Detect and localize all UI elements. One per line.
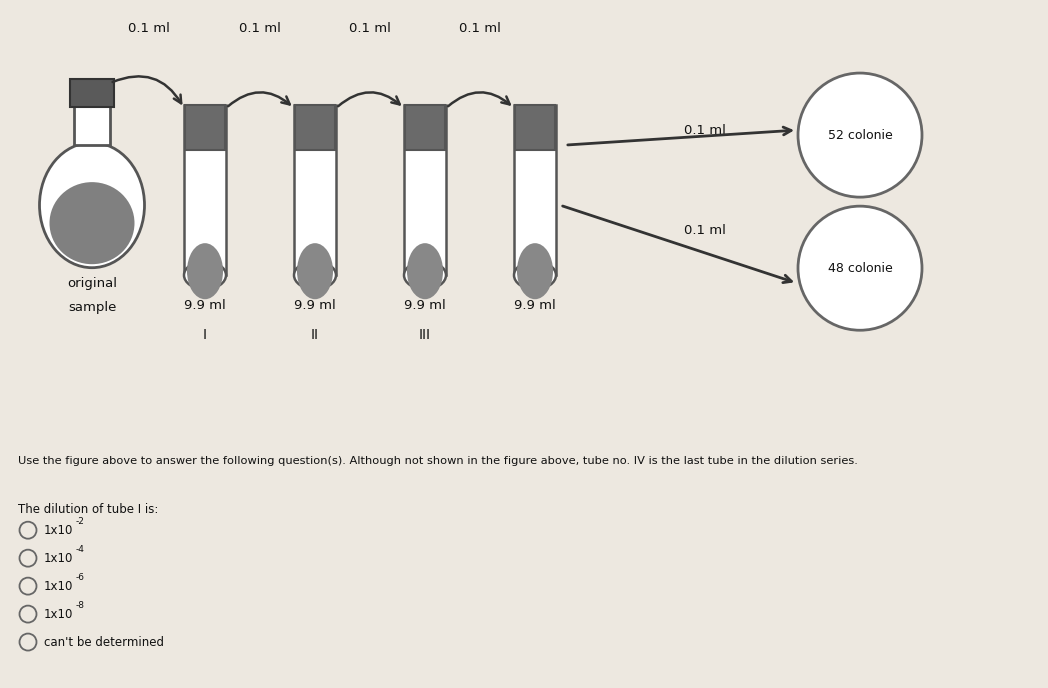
- Text: III: III: [419, 328, 431, 342]
- Circle shape: [798, 206, 922, 330]
- Text: II: II: [311, 328, 319, 342]
- Ellipse shape: [40, 142, 145, 268]
- Text: -2: -2: [75, 517, 85, 526]
- Text: sample: sample: [68, 301, 116, 314]
- Ellipse shape: [49, 182, 134, 264]
- Text: -6: -6: [75, 573, 85, 582]
- Text: 1x10: 1x10: [44, 608, 73, 621]
- Bar: [184, 105, 226, 275]
- Bar: [405, 105, 445, 150]
- Text: can't be determined: can't be determined: [44, 636, 163, 649]
- Text: 52 colonie: 52 colonie: [828, 129, 893, 142]
- Text: -4: -4: [75, 545, 85, 554]
- Ellipse shape: [187, 243, 223, 299]
- Text: original: original: [67, 277, 117, 290]
- Text: 48 colonie: 48 colonie: [828, 261, 893, 275]
- Text: 1x10: 1x10: [44, 579, 73, 592]
- Ellipse shape: [297, 243, 333, 299]
- Text: 0.1 ml: 0.1 ml: [459, 21, 501, 34]
- Text: 9.9 ml: 9.9 ml: [184, 299, 226, 312]
- Text: Use the figure above to answer the following question(s). Although not shown in : Use the figure above to answer the follo…: [18, 456, 858, 466]
- Text: I: I: [203, 328, 208, 342]
- Bar: [74, 105, 110, 145]
- Ellipse shape: [514, 261, 556, 289]
- Ellipse shape: [403, 261, 446, 289]
- Bar: [515, 105, 555, 150]
- Text: 9.9 ml: 9.9 ml: [515, 299, 555, 312]
- Ellipse shape: [517, 243, 553, 299]
- Text: 0.1 ml: 0.1 ml: [349, 21, 391, 34]
- Text: 1x10: 1x10: [44, 524, 73, 537]
- Text: 0.1 ml: 0.1 ml: [239, 21, 281, 34]
- Text: The dilution of tube I is:: The dilution of tube I is:: [18, 503, 158, 516]
- Text: 9.9 ml: 9.9 ml: [294, 299, 335, 312]
- Bar: [514, 105, 556, 275]
- Bar: [70, 79, 114, 107]
- Text: 0.1 ml: 0.1 ml: [128, 21, 170, 34]
- Bar: [294, 105, 335, 150]
- Ellipse shape: [294, 261, 336, 289]
- Text: 1x10: 1x10: [44, 552, 73, 565]
- Text: 0.1 ml: 0.1 ml: [684, 124, 726, 137]
- Bar: [403, 105, 446, 275]
- Text: -8: -8: [75, 601, 85, 610]
- Text: 9.9 ml: 9.9 ml: [405, 299, 445, 312]
- Ellipse shape: [407, 243, 443, 299]
- Bar: [185, 105, 225, 150]
- Text: 0.1 ml: 0.1 ml: [684, 224, 726, 237]
- Circle shape: [798, 73, 922, 197]
- Ellipse shape: [184, 261, 226, 289]
- Bar: [294, 105, 336, 275]
